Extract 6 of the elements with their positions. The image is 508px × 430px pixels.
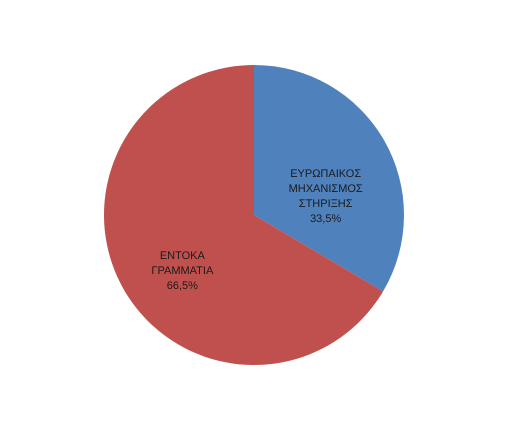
- slice-label: ΕΝΤΟΚΑ ΓΡΑΜΜΑΤΙΑ: [151, 250, 214, 277]
- data-label: 66,5%: [166, 280, 198, 292]
- pie-slice: [104, 65, 384, 365]
- pie-slice: [254, 65, 404, 292]
- slice-label: ΕΥΡΩΠΑΙΚΟΣ ΜΗΧΑΝΙΣΜΟΣ ΣΤΗΡΙΞΗΣ: [288, 168, 363, 210]
- data-label: 33,5%: [310, 213, 342, 226]
